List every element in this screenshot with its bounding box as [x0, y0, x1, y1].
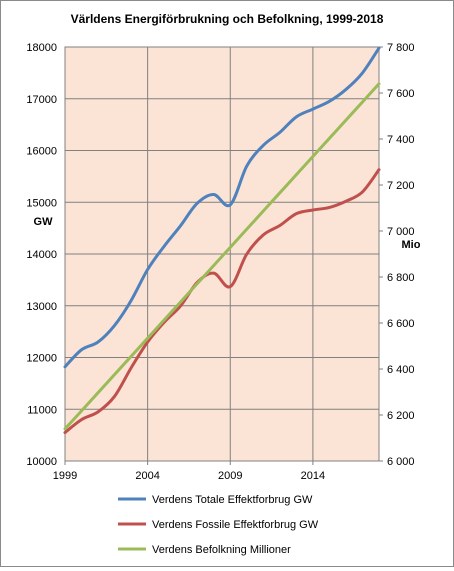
y-left-tick-label: 10000: [26, 456, 57, 468]
right-axis-unit: Mio: [402, 239, 421, 251]
tick-labels: 10000 11000 12000 13000 14000 15000 16000 17000…: [26, 42, 414, 482]
y-right-tick-label: 6 800: [387, 272, 415, 284]
x-tick-label: 2009: [218, 470, 242, 482]
y-right-tick-label: 6 200: [387, 410, 415, 422]
legend-label-2: Verdens Fossile Effektforbrug GW: [152, 519, 319, 531]
axes: [64, 46, 383, 465]
series-line-2: [63, 168, 381, 435]
y-left-tick-label: 17000: [26, 94, 57, 106]
y-left-tick-label: 12000: [26, 353, 57, 365]
y-right-tick-label: 7 400: [387, 134, 415, 146]
y-right-tick-label: 6 600: [387, 318, 415, 330]
y-right-tick-label: 7 600: [387, 88, 415, 100]
y-left-tick-label: 18000: [26, 42, 57, 54]
left-axis-unit: GW: [34, 216, 54, 228]
y-left-tick-label: 15000: [26, 197, 57, 209]
legend-label-3: Verdens Befolkning Millioner: [152, 544, 291, 556]
series-line-1: [63, 46, 381, 369]
y-left-tick-label: 16000: [26, 146, 57, 158]
chart-title: Världens Energiförbrukning och Befolknin…: [71, 12, 384, 26]
y-right-tick-label: 7 800: [387, 42, 415, 54]
y-right-tick-label: 6 400: [387, 364, 415, 376]
plot-border: [64, 46, 380, 462]
y-right-tick-label: 6 000: [387, 456, 415, 468]
y-left-tick-label: 11000: [27, 404, 57, 416]
y-left-tick-label: 14000: [26, 249, 57, 261]
y-right-tick-label: 7 200: [387, 180, 415, 192]
series-line-3: [63, 82, 381, 431]
x-tick-label: 1999: [53, 470, 77, 482]
y-left-tick-label: 13000: [26, 301, 57, 313]
legend-label-1: Verdens Totale Effektforbrug GW: [152, 494, 313, 506]
x-tick-label: 2004: [135, 470, 159, 482]
x-tick-label: 2014: [301, 470, 325, 482]
legend: Verdens Totale Effektforbrug GW Verdens F…: [118, 494, 319, 556]
y-right-tick-label: 7 000: [387, 226, 415, 238]
series-lines: [63, 46, 381, 435]
